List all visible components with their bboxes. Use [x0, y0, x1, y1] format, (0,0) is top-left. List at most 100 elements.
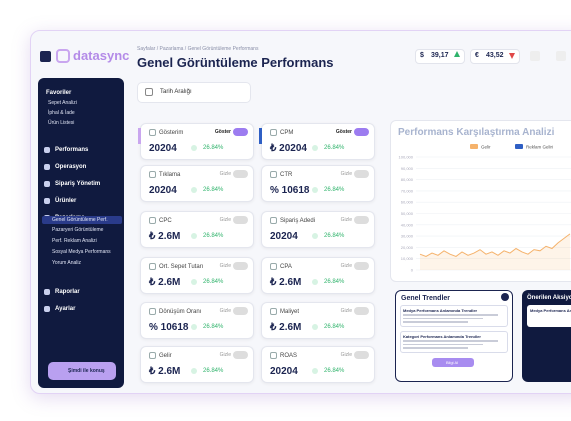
card-change: 26.84% — [203, 324, 224, 330]
toggle-switch[interactable] — [354, 262, 369, 270]
toggle-switch[interactable] — [354, 351, 369, 359]
menu-item[interactable]: Performans — [55, 147, 89, 153]
card-change: 26.84% — [203, 279, 224, 285]
card-value: 20204 — [149, 185, 177, 196]
currency-box — [415, 49, 465, 64]
metric-card[interactable]: Ort. Sepet Tutarı Gizle ₺ 2.6M 26.84% — [140, 257, 254, 294]
toggle-switch[interactable] — [233, 128, 248, 136]
logo: datasync — [73, 48, 130, 63]
menu-icon — [44, 164, 50, 170]
card-change: 26.84% — [203, 368, 224, 374]
legend-swatch — [515, 144, 523, 149]
metric-card[interactable]: Gelir Gizle ₺ 2.6M 26.84% — [140, 346, 254, 383]
toggle-switch[interactable] — [354, 170, 369, 178]
change-icon — [191, 233, 197, 239]
y-tick-label: 70,000 — [401, 188, 414, 193]
toggle-switch[interactable] — [354, 128, 369, 136]
y-tick-label: 20,000 — [401, 245, 414, 250]
favorite-item[interactable]: Ürün Listesi — [48, 120, 75, 126]
card-change: 26.84% — [324, 279, 345, 285]
data-line — [419, 233, 571, 258]
menu-item[interactable]: Operasyon — [55, 164, 87, 170]
change-icon — [312, 279, 318, 285]
card-change: 26.84% — [324, 187, 345, 193]
toggle-label: Gizle — [219, 217, 231, 223]
toggle-switch[interactable] — [233, 216, 248, 224]
collapse-button[interactable] — [40, 51, 51, 62]
card-label: Gösterim — [159, 130, 184, 136]
text-line — [403, 347, 468, 349]
card-value: % 10618 — [270, 185, 310, 196]
toggle-switch[interactable] — [354, 216, 369, 224]
favorite-item[interactable]: Sepet Analizi — [48, 100, 77, 106]
metric-card[interactable]: Gösterim Göster 20204 26.84% — [138, 123, 254, 160]
toggle-label: Gizle — [340, 352, 352, 358]
metric-card[interactable]: Maliyet Gizle ₺ 2.6M 26.84% — [261, 302, 375, 339]
change-icon — [191, 368, 197, 374]
accent-bar — [259, 128, 262, 144]
toggle-switch[interactable] — [233, 307, 248, 315]
card-value: ₺ 2.6M — [149, 231, 181, 242]
currency-value: 39,17 — [431, 52, 449, 59]
toggle-label: Göster — [214, 129, 231, 135]
card-label: CPA — [280, 264, 292, 270]
icon-button[interactable] — [530, 51, 540, 61]
change-icon — [312, 324, 318, 330]
legend-label: Reklam Geliri — [526, 145, 553, 150]
toggle-switch[interactable] — [233, 351, 248, 359]
currency-symbol: € — [475, 52, 479, 59]
menu-icon — [44, 198, 50, 204]
submenu-item[interactable]: Yorum Analiz — [52, 260, 81, 266]
card-change: 26.84% — [203, 145, 224, 151]
submenu-item[interactable]: Perf. Reklam Analizi — [52, 238, 97, 244]
trend-item — [400, 331, 508, 353]
toggle-switch[interactable] — [233, 170, 248, 178]
menu-icon — [44, 147, 50, 153]
card-label: Tıklama — [159, 172, 181, 178]
submenu-item-active[interactable]: Genel Görüntüleme Perf. — [42, 216, 122, 224]
legend-swatch — [470, 144, 478, 149]
submenu-item[interactable]: Pazaryeri Görüntüleme — [52, 227, 104, 233]
metric-card[interactable]: CPC Gizle ₺ 2.6M 26.84% — [140, 211, 254, 248]
menu-item[interactable]: Ürünler — [55, 198, 77, 204]
menu-item[interactable]: Sipariş Yönetim — [55, 181, 101, 187]
metric-card[interactable]: Dönüşüm Oranı Gizle % 10618 26.84% — [140, 302, 254, 339]
metric-card[interactable]: CTR Gizle % 10618 26.84% — [261, 165, 375, 202]
toggle-label: Gizle — [219, 263, 231, 269]
change-icon — [312, 233, 318, 239]
metric-card[interactable]: Sipariş Adedi Gizle 20204 26.84% — [261, 211, 375, 248]
calendar-icon — [145, 88, 153, 96]
text-line — [403, 321, 468, 323]
toggle-label: Gizle — [219, 308, 231, 314]
card-value: % 10618 — [149, 322, 189, 333]
metric-card[interactable]: CPM Göster ₺ 20204 26.84% — [259, 123, 375, 160]
metric-card[interactable]: Tıklama Gizle 20204 26.84% — [140, 165, 254, 202]
card-change: 26.84% — [324, 324, 345, 330]
card-change: 26.84% — [203, 233, 224, 239]
card-change: 26.84% — [324, 145, 345, 151]
toggle-switch[interactable] — [233, 262, 248, 270]
date-filter[interactable] — [137, 82, 251, 103]
card-value: 20204 — [270, 231, 298, 242]
favorite-item[interactable]: İphal & İade — [48, 110, 75, 116]
metric-card[interactable]: CPA Gizle ₺ 2.6M 26.84% — [261, 257, 375, 294]
toggle-switch[interactable] — [354, 307, 369, 315]
y-tick-label: 50,000 — [401, 211, 414, 216]
card-value: ₺ 2.6M — [270, 322, 302, 333]
actions-panel — [522, 290, 571, 382]
card-icon — [270, 308, 277, 315]
submenu-item[interactable]: Sosyal Medya Performans — [52, 249, 111, 255]
metric-card[interactable]: ROAS Gizle 20204 26.84% — [261, 346, 375, 383]
icon-button[interactable] — [556, 51, 566, 61]
menu-item[interactable]: Ayarlar — [55, 306, 76, 312]
card-value: ₺ 20204 — [270, 143, 307, 154]
trend-item — [400, 305, 508, 327]
toggle-label: Gizle — [340, 263, 352, 269]
card-change: 26.84% — [324, 233, 345, 239]
text-line — [403, 343, 483, 345]
chat-button[interactable] — [48, 362, 116, 380]
trend-arrow — [454, 51, 460, 57]
menu-item[interactable]: Raporlar — [55, 289, 80, 295]
card-icon — [149, 308, 156, 315]
info-button[interactable] — [432, 358, 474, 367]
